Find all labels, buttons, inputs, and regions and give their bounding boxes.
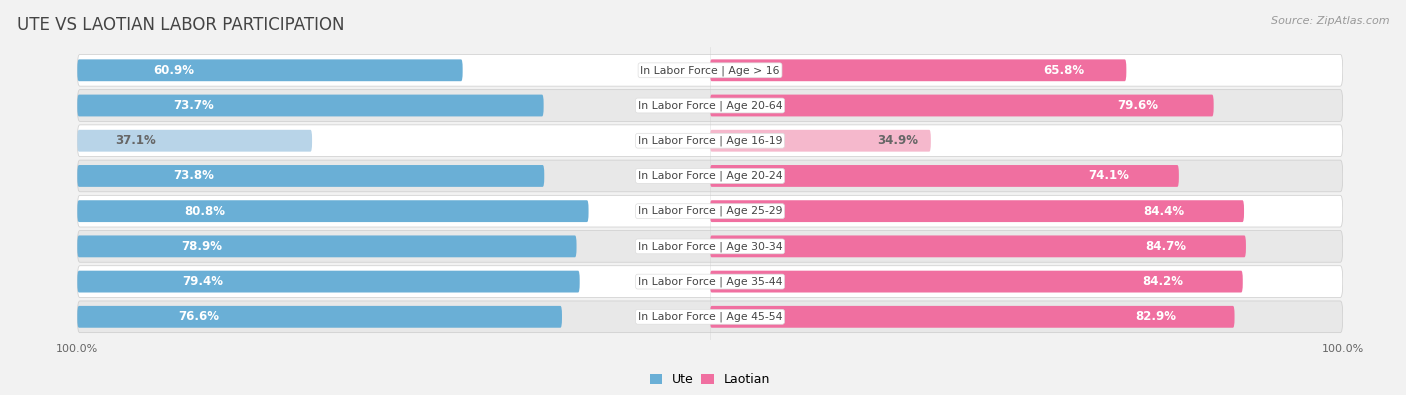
FancyBboxPatch shape xyxy=(77,271,579,293)
Text: 74.1%: 74.1% xyxy=(1088,169,1129,182)
FancyBboxPatch shape xyxy=(77,165,544,187)
Text: 76.6%: 76.6% xyxy=(179,310,219,324)
Text: 73.8%: 73.8% xyxy=(173,169,215,182)
FancyBboxPatch shape xyxy=(77,301,1343,333)
Text: Source: ZipAtlas.com: Source: ZipAtlas.com xyxy=(1271,16,1389,26)
FancyBboxPatch shape xyxy=(710,200,1244,222)
FancyBboxPatch shape xyxy=(710,94,1213,117)
Text: 79.6%: 79.6% xyxy=(1118,99,1159,112)
FancyBboxPatch shape xyxy=(77,235,576,257)
Text: 84.7%: 84.7% xyxy=(1144,240,1187,253)
FancyBboxPatch shape xyxy=(77,266,1343,297)
Legend: Ute, Laotian: Ute, Laotian xyxy=(650,373,770,386)
Text: 73.7%: 73.7% xyxy=(173,99,214,112)
Text: In Labor Force | Age 35-44: In Labor Force | Age 35-44 xyxy=(638,276,782,287)
Text: 65.8%: 65.8% xyxy=(1043,64,1084,77)
FancyBboxPatch shape xyxy=(710,306,1234,328)
FancyBboxPatch shape xyxy=(710,235,1246,257)
FancyBboxPatch shape xyxy=(77,94,544,117)
FancyBboxPatch shape xyxy=(77,130,312,152)
Text: 78.9%: 78.9% xyxy=(181,240,222,253)
FancyBboxPatch shape xyxy=(710,165,1178,187)
FancyBboxPatch shape xyxy=(77,160,1343,192)
Text: In Labor Force | Age 25-29: In Labor Force | Age 25-29 xyxy=(638,206,782,216)
FancyBboxPatch shape xyxy=(710,271,1243,293)
Text: In Labor Force | Age 20-64: In Labor Force | Age 20-64 xyxy=(638,100,782,111)
Text: 84.4%: 84.4% xyxy=(1143,205,1184,218)
Text: 82.9%: 82.9% xyxy=(1136,310,1177,324)
Text: 84.2%: 84.2% xyxy=(1142,275,1184,288)
FancyBboxPatch shape xyxy=(77,90,1343,121)
FancyBboxPatch shape xyxy=(77,55,1343,86)
Text: 79.4%: 79.4% xyxy=(183,275,224,288)
FancyBboxPatch shape xyxy=(77,231,1343,262)
FancyBboxPatch shape xyxy=(77,306,562,328)
Text: 34.9%: 34.9% xyxy=(877,134,918,147)
Text: In Labor Force | Age 16-19: In Labor Force | Age 16-19 xyxy=(638,135,782,146)
Text: In Labor Force | Age 30-34: In Labor Force | Age 30-34 xyxy=(638,241,782,252)
FancyBboxPatch shape xyxy=(710,130,931,152)
Text: 37.1%: 37.1% xyxy=(115,134,156,147)
Text: UTE VS LAOTIAN LABOR PARTICIPATION: UTE VS LAOTIAN LABOR PARTICIPATION xyxy=(17,16,344,34)
FancyBboxPatch shape xyxy=(77,59,463,81)
Text: In Labor Force | Age > 16: In Labor Force | Age > 16 xyxy=(640,65,780,75)
FancyBboxPatch shape xyxy=(77,200,589,222)
Text: 80.8%: 80.8% xyxy=(184,205,225,218)
Text: In Labor Force | Age 20-24: In Labor Force | Age 20-24 xyxy=(638,171,782,181)
FancyBboxPatch shape xyxy=(77,125,1343,156)
Text: In Labor Force | Age 45-54: In Labor Force | Age 45-54 xyxy=(638,312,782,322)
FancyBboxPatch shape xyxy=(710,59,1126,81)
FancyBboxPatch shape xyxy=(77,195,1343,227)
Text: 60.9%: 60.9% xyxy=(153,64,194,77)
